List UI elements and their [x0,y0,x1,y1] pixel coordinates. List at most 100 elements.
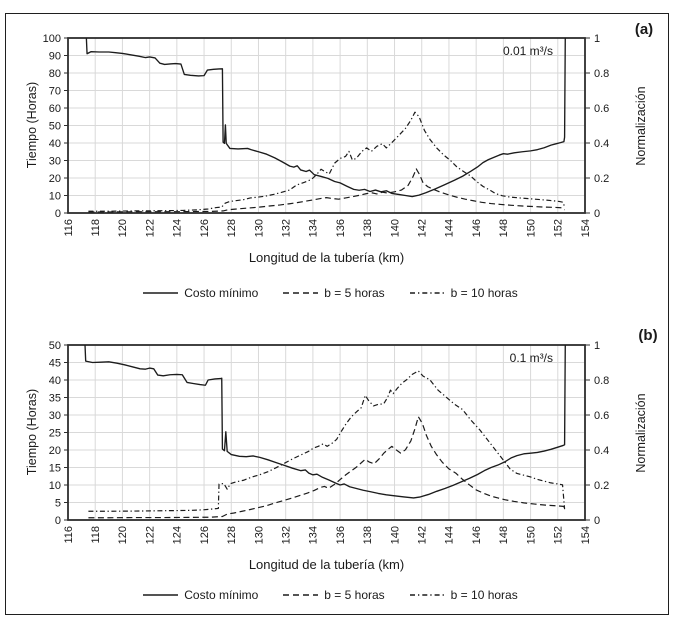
x-tick-label: 146 [471,526,483,544]
x-tick-label: 128 [226,219,238,237]
x-tick-label: 130 [253,219,265,237]
y-left-tick-label: 70 [49,85,61,97]
solid-line-sample-icon [143,594,179,596]
y-right-tick-label: 0 [594,208,600,220]
panel-label-b: (b) [638,327,658,344]
series-b-5-horas-line [88,416,566,519]
x-tick-label: 118 [90,526,102,544]
x-tick-label: 142 [417,219,429,237]
y-left-tick-label: 45 [49,357,61,369]
y-left-tick-label: 100 [43,33,61,45]
x-tick-label: 134 [308,526,320,544]
y-right-tick-label: 1 [594,33,600,45]
y-left-tick-label: 50 [49,120,61,132]
y-right-axis-title-b: Normalización [634,393,648,473]
x-tick-label: 116 [63,219,75,237]
x-tick-label: 148 [498,526,510,544]
y-left-tick-label: 90 [49,50,61,62]
dashdot-line-sample-icon [409,594,445,596]
x-tick-label: 154 [580,219,592,237]
y-right-tick-label: 0.2 [594,173,609,185]
x-tick-label: 138 [362,526,374,544]
y-left-tick-label: 25 [49,427,61,439]
y-right-tick-label: 0.4 [594,138,609,150]
x-tick-label: 128 [226,526,238,544]
x-tick-label: 154 [580,526,592,544]
legend-item-b-10-horas: b = 10 horas [409,588,518,602]
y-left-tick-label: 30 [49,410,61,422]
x-tick-label: 152 [553,219,565,237]
x-tick-label: 136 [335,219,347,237]
y-right-tick-label: 0.6 [594,410,609,422]
x-axis-title-a: Longitud de la tubería (km) [248,250,405,265]
y-right-tick-label: 0.2 [594,480,609,492]
series-b-10-horas-line [88,111,566,212]
y-right-axis-title-a: Normalización [634,86,648,166]
legend-label: Costo mínimo [184,588,259,602]
x-tick-label: 118 [90,219,102,237]
figure-frame [5,13,669,615]
series-b-10-horas-line [88,370,566,512]
x-tick-label: 132 [280,219,292,237]
x-tick-label: 146 [471,219,483,237]
y-left-axis-title-b: Tiempo (Horas) [25,388,39,476]
x-tick-label: 130 [253,526,265,544]
x-tick-label: 144 [444,526,456,544]
legend-item-costo-minimo: Costo mínimo [142,588,258,602]
legend-b: Costo mínimo b = 5 horas b = 10 horas [5,588,655,602]
x-tick-label: 152 [553,526,565,544]
y-right-tick-label: 0.8 [594,68,609,80]
x-tick-label: 122 [144,219,156,237]
x-axis-title-b: Longitud de la tubería (km) [248,557,405,572]
x-tick-label: 126 [199,526,211,544]
legend-a: Costo mínimo b = 5 horas b = 10 horas [5,286,655,300]
x-tick-label: 140 [389,526,401,544]
y-left-tick-label: 20 [49,173,61,185]
legend-label: b = 5 horas [324,286,385,300]
legend-item-b-5-horas: b = 5 horas [282,286,385,300]
dashed-line-sample-icon [283,292,319,294]
y-right-tick-label: 0.4 [594,445,609,457]
y-left-tick-label: 30 [49,155,61,167]
series-costo-minimo-line [84,344,566,499]
flow-annotation-a: 0.01 m³/s [502,44,553,58]
legend-item-b-10-horas: b = 10 horas [409,286,518,300]
y-right-tick-label: 0 [594,515,600,527]
y-left-tick-label: 0 [55,515,61,527]
y-left-axis-title-a: Tiempo (Horas) [25,81,39,169]
y-left-tick-label: 5 [55,497,61,509]
x-tick-label: 142 [417,526,429,544]
dashdot-line-sample-icon [409,292,445,294]
y-left-tick-label: 20 [49,445,61,457]
x-tick-label: 124 [172,219,184,237]
y-left-tick-label: 15 [49,462,61,474]
legend-label: b = 5 horas [324,588,385,602]
legend-item-b-5-horas: b = 5 horas [282,588,385,602]
x-tick-label: 138 [362,219,374,237]
y-right-tick-label: 0.8 [594,375,609,387]
flow-annotation-b: 0.1 m³/s [509,351,553,365]
x-tick-label: 150 [525,526,537,544]
series-b-5-horas-line [88,168,565,213]
solid-line-sample-icon [143,292,179,294]
x-tick-label: 148 [498,219,510,237]
y-left-tick-label: 35 [49,392,61,404]
x-tick-label: 116 [63,526,75,544]
x-tick-label: 136 [335,526,347,544]
x-tick-label: 120 [117,526,129,544]
y-left-tick-label: 10 [49,480,61,492]
legend-label: Costo mínimo [184,286,259,300]
x-tick-label: 120 [117,219,129,237]
dashed-line-sample-icon [283,594,319,596]
series-costo-minimo-line [85,37,566,198]
x-tick-label: 124 [172,526,184,544]
legend-label: b = 10 horas [450,286,518,300]
y-left-tick-label: 80 [49,68,61,80]
panel-label-a: (a) [634,21,654,38]
x-tick-label: 144 [444,219,456,237]
y-left-tick-label: 0 [55,208,61,220]
x-tick-label: 150 [525,219,537,237]
y-left-tick-label: 40 [49,138,61,150]
x-tick-label: 132 [280,526,292,544]
